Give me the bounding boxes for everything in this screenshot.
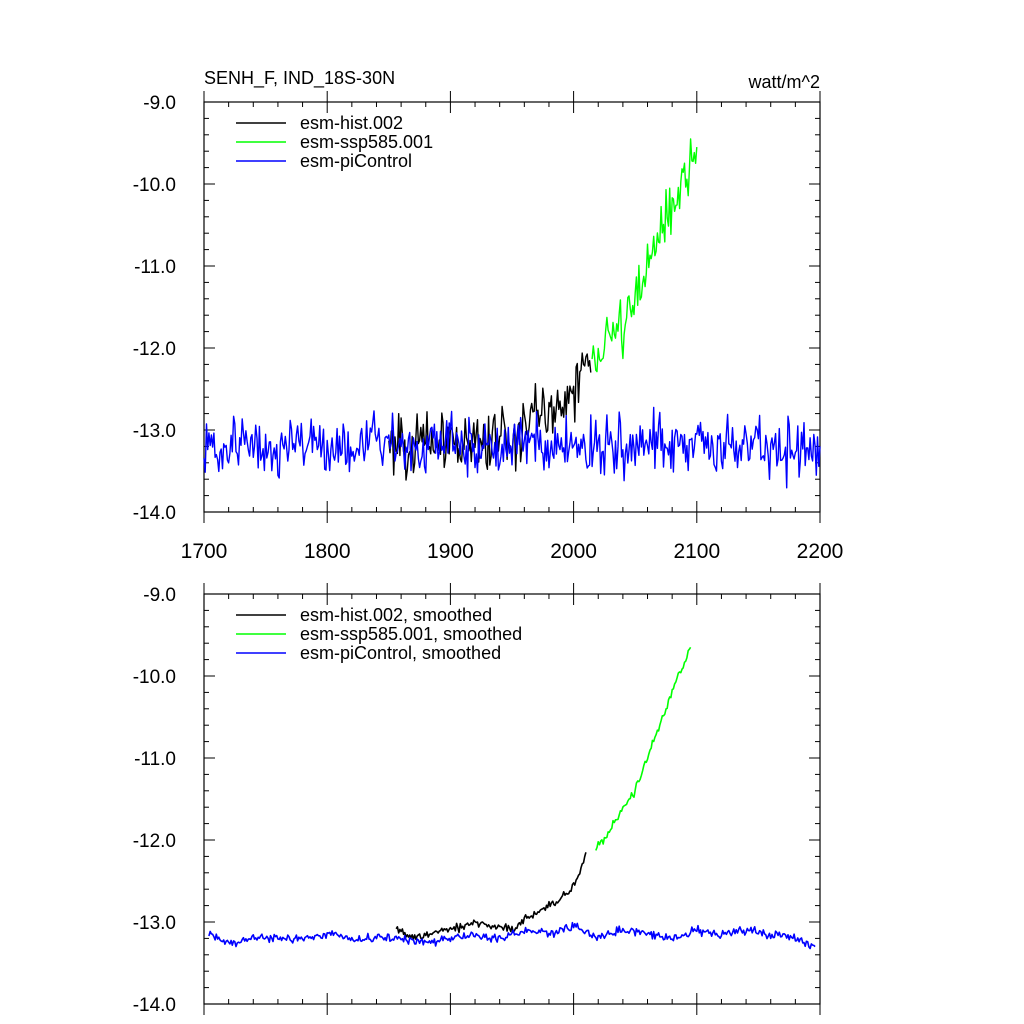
x-tick-label: 2100: [673, 540, 720, 563]
legend-label: esm-hist.002: [300, 113, 403, 133]
y-tick-label: -13.0: [133, 913, 176, 934]
legend-label: esm-piControl, smoothed: [300, 643, 501, 663]
x-tick-label: 2000: [550, 540, 597, 563]
y-tick-label: -9.0: [143, 585, 176, 606]
plot-frame: [203, 101, 821, 513]
y-tick-label: -9.0: [143, 93, 176, 114]
y-tick-labels: -14.0 -13.0 -12.0 -11.0 -10.0 -9.0: [133, 585, 176, 1016]
x-tick-label: 2200: [797, 540, 844, 563]
series-line-1: [591, 138, 698, 373]
legend-label: esm-ssp585.001, smoothed: [300, 624, 522, 644]
x-tick-label: 1700: [181, 540, 228, 563]
y-tick-label: -11.0: [134, 749, 176, 770]
y-tick-label: -10.0: [133, 175, 176, 196]
tick-marks: [203, 91, 821, 523]
x-tick-label: 1900: [427, 540, 474, 563]
y-tick-labels: -14.0 -13.0 -12.0 -11.0 -10.0 -9.0: [133, 93, 176, 524]
y-tick-label: -10.0: [133, 667, 176, 688]
plot-frame: [203, 593, 821, 1005]
series-line-2: [203, 406, 821, 489]
series-line-0: [395, 852, 587, 941]
series-line-1: [595, 646, 692, 851]
y-tick-label: -12.0: [133, 831, 176, 852]
legend-label: esm-piControl: [300, 151, 412, 171]
series-lines: [203, 138, 821, 489]
y-tick-label: -14.0: [133, 503, 176, 524]
series-lines: [208, 646, 816, 950]
chart-title: SENH_F, IND_18S-30N: [204, 68, 395, 89]
y-tick-label: -11.0: [134, 257, 176, 278]
legend-label: esm-hist.002, smoothed: [300, 605, 492, 625]
y-tick-label: -14.0: [133, 995, 176, 1016]
series-line-2: [208, 921, 816, 950]
x-tick-label: 1800: [304, 540, 351, 563]
y-tick-label: -13.0: [133, 421, 176, 442]
legend-label: esm-ssp585.001: [300, 132, 433, 152]
bottom-panel: -14.0 -13.0 -12.0 -11.0 -10.0 -9.0 esm-hist.0…: [133, 583, 821, 1016]
top-panel: SENH_F, IND_18S-30N watt/m^2 -14.0-13.0-…: [133, 68, 844, 563]
tick-marks: [203, 583, 821, 1015]
y-tick-label: -12.0: [133, 339, 176, 360]
series-line-0: [388, 352, 592, 481]
x-tick-labels: 1700 1800 1900 2000 2100 2200: [181, 540, 844, 563]
units-label: watt/m^2: [748, 72, 820, 92]
